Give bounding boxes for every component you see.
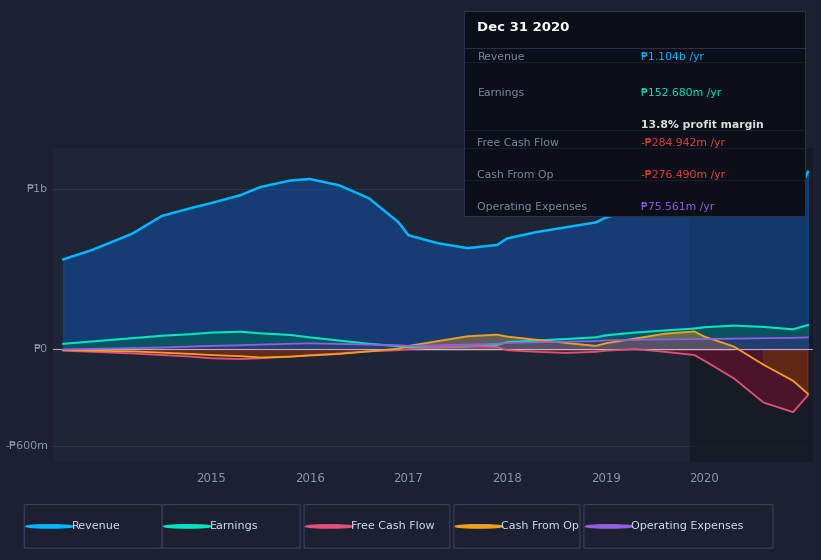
Circle shape — [164, 525, 211, 528]
Circle shape — [585, 525, 633, 528]
Text: -₱284.942m /yr: -₱284.942m /yr — [641, 138, 725, 148]
FancyBboxPatch shape — [163, 505, 300, 548]
Text: Cash From Op: Cash From Op — [478, 170, 554, 180]
Text: Cash From Op: Cash From Op — [501, 521, 579, 531]
Text: Earnings: Earnings — [209, 521, 258, 531]
Text: Dec 31 2020: Dec 31 2020 — [478, 21, 570, 34]
Text: -₱600m: -₱600m — [5, 441, 48, 451]
FancyBboxPatch shape — [584, 505, 773, 548]
Text: Free Cash Flow: Free Cash Flow — [351, 521, 435, 531]
Text: ₱1b: ₱1b — [27, 184, 48, 194]
Text: Free Cash Flow: Free Cash Flow — [478, 138, 559, 148]
Bar — [690, 148, 813, 462]
FancyBboxPatch shape — [25, 505, 163, 548]
Text: Operating Expenses: Operating Expenses — [478, 202, 588, 212]
Text: Operating Expenses: Operating Expenses — [631, 521, 744, 531]
Text: 13.8% profit margin: 13.8% profit margin — [641, 119, 764, 129]
Circle shape — [456, 525, 502, 528]
Text: Earnings: Earnings — [478, 88, 525, 98]
Text: Revenue: Revenue — [71, 521, 121, 531]
FancyBboxPatch shape — [304, 505, 450, 548]
Circle shape — [305, 525, 353, 528]
Text: -₱276.490m /yr: -₱276.490m /yr — [641, 170, 725, 180]
Text: ₱1.104b /yr: ₱1.104b /yr — [641, 52, 704, 62]
Text: ₱152.680m /yr: ₱152.680m /yr — [641, 88, 722, 98]
FancyBboxPatch shape — [454, 505, 580, 548]
Text: Revenue: Revenue — [478, 52, 525, 62]
Text: ₱75.561m /yr: ₱75.561m /yr — [641, 202, 714, 212]
Text: ₱0: ₱0 — [34, 344, 48, 354]
Circle shape — [26, 525, 73, 528]
